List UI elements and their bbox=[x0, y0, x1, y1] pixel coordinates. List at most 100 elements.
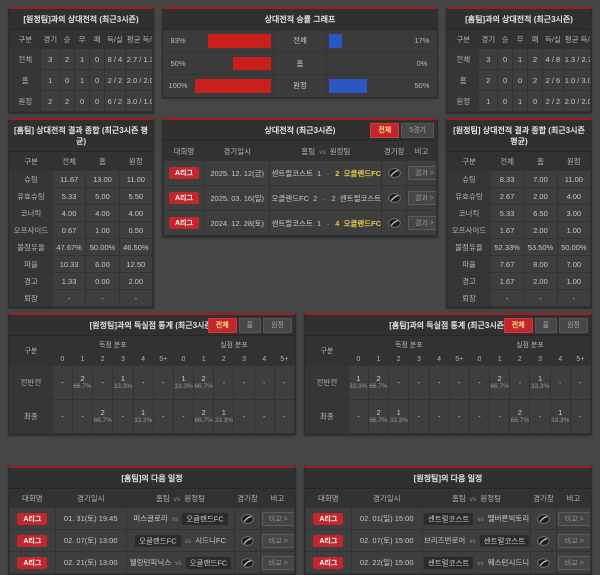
away-win-bar bbox=[329, 79, 367, 93]
col-header: 경기장 bbox=[381, 141, 407, 161]
bin-header: 1 bbox=[71, 352, 94, 366]
col-header: 득/실 bbox=[104, 30, 126, 49]
panel-title: [원정팀]과의 득실점 통계 (최근3시즌) 전체 홈 원정 bbox=[9, 315, 295, 336]
panel-title-text: [원정팀]과의 득실점 통계 (최근3시즌) bbox=[89, 320, 215, 330]
fixture-date: 02. 01(일) 15:00 bbox=[350, 507, 423, 530]
h2h-filter-tabs: 전체 5경기 bbox=[370, 122, 434, 138]
stat-label: 유효슈팅 bbox=[447, 187, 491, 205]
league-cell: A리그 bbox=[9, 507, 56, 530]
row-label: 전반전 bbox=[305, 365, 349, 400]
bin-header: 4 bbox=[428, 352, 450, 366]
stadium-cell bbox=[530, 551, 557, 574]
bin-header: 0 bbox=[172, 352, 195, 366]
cell: 11.00 bbox=[556, 170, 592, 188]
tab-all[interactable]: 전체 bbox=[207, 317, 237, 333]
away-win-pct: 17% bbox=[414, 36, 430, 46]
tab-home[interactable]: 홈 bbox=[238, 317, 262, 333]
row-label: 홈 bbox=[8, 69, 42, 91]
fixture-row: A리그 02. 21(토) 13:00 웰링턴피닉스 vs 오클랜드FC 비교 > bbox=[9, 551, 296, 574]
result-button[interactable]: 결과 > bbox=[407, 166, 436, 180]
cell: 2 bbox=[40, 90, 61, 112]
cell: 1 bbox=[74, 69, 91, 91]
detail-row: [홈팀] 상대전적 결과 종합 (최근3시즌 평균) 구분 전체 홈 원정 슈팅… bbox=[8, 118, 592, 308]
col-header: 구분 bbox=[447, 152, 491, 171]
bin-header: 2 bbox=[509, 352, 531, 366]
home-team-name: 퍼스글로리 bbox=[133, 514, 168, 523]
stat-row: 오프사이드 1.67 2.00 1.00 bbox=[447, 221, 592, 239]
compare-button[interactable]: 비교 > bbox=[557, 533, 590, 548]
tab-all[interactable]: 전체 bbox=[503, 317, 533, 333]
cell: 3.00 bbox=[556, 204, 592, 222]
fixture-row: A리그 01. 31(토) 19:45 퍼스글로리 vs 오클랜드FC 비교 > bbox=[9, 507, 296, 530]
cell: 0 bbox=[89, 90, 106, 112]
dist-cell: - bbox=[468, 365, 491, 400]
col-header: 홈팀 vs 원정팀 bbox=[421, 489, 532, 508]
cell: 5.33 bbox=[489, 204, 525, 222]
tab-last5[interactable]: 5경기 bbox=[401, 122, 434, 138]
dist-cell: 2 66.7% bbox=[92, 399, 114, 434]
tab-away[interactable]: 원정 bbox=[559, 317, 588, 333]
tab-all[interactable]: 전체 bbox=[370, 122, 400, 138]
cell: 8.00 bbox=[523, 255, 558, 273]
cell: 2.0 / 2.0 bbox=[562, 90, 592, 112]
away-bar-track bbox=[329, 34, 405, 48]
cell: 1.3 / 2.7 bbox=[562, 48, 592, 70]
match-cell: 센트럴코스트 1-4 오클랜드FC bbox=[269, 210, 383, 236]
cell: 7.00 bbox=[523, 170, 558, 188]
compare-button[interactable]: 비교 > bbox=[261, 555, 294, 570]
panel-title-text: [홈팀]과의 득실점 통계 (최근3시즌) bbox=[389, 320, 507, 330]
league-badge: A리그 bbox=[169, 192, 199, 204]
bin-header: 0 bbox=[347, 352, 369, 366]
col-header: 무 bbox=[74, 30, 91, 49]
dist-cell: 2 66.7% bbox=[367, 399, 390, 434]
bin-header: 2 bbox=[388, 352, 410, 366]
cell: 1.0 / 3.0 bbox=[562, 69, 592, 91]
dist-cell: - bbox=[233, 365, 255, 400]
away-score: 4 bbox=[335, 218, 340, 228]
goal-distribution-row: [원정팀]과의 득실점 통계 (최근3시즌) 전체 홈 원정 구분 득점 분포 … bbox=[8, 313, 592, 435]
cell: 2.0 / 2.0 bbox=[124, 69, 154, 91]
compare-button[interactable]: 비교 > bbox=[261, 511, 294, 526]
dist-cell: - bbox=[428, 365, 450, 400]
home-team-record-table: 구분 경기 승 무 패 득/실 평균 득/실 전체 3 2 1 0 8 / 4 bbox=[8, 30, 154, 112]
compare-button[interactable]: 비교 > bbox=[557, 511, 590, 526]
tab-home[interactable]: 홈 bbox=[534, 317, 558, 333]
bin-header: 5+ bbox=[273, 352, 296, 366]
dist-cell: - bbox=[388, 365, 410, 400]
stat-row: 볼점유율 52.33% 53.50% 50.00% bbox=[447, 238, 592, 256]
away-bar-track bbox=[329, 79, 405, 93]
cell: 8.33 bbox=[489, 170, 525, 188]
fixture-date: 02. 07(토) 15:00 bbox=[350, 529, 423, 552]
stadium-cell bbox=[234, 529, 261, 552]
panel-title: [홈팀]과의 상대전적 (최근3시즌) bbox=[447, 9, 591, 30]
dist-cell: 2 66.7% bbox=[193, 399, 215, 434]
bin-header: 2 bbox=[92, 352, 114, 366]
cell: 4 / 8 bbox=[542, 48, 564, 70]
home-bar-track bbox=[195, 56, 271, 70]
dist-cell: 1 33.3% bbox=[529, 365, 551, 400]
dist-cell: - bbox=[132, 365, 154, 400]
result-button[interactable]: 결과 > bbox=[407, 191, 436, 205]
cell: 3 bbox=[478, 48, 499, 70]
next-fixtures-row: [홈팀]의 다음 일정 대회명 경기일시 홈팀 vs 원정팀 경기장 비고 A리그 … bbox=[8, 466, 592, 575]
league-badge: A리그 bbox=[169, 217, 199, 229]
table-row: 홈 1 0 1 0 2 / 2 2.0 / 2.0 bbox=[8, 69, 154, 91]
col-header: 비고 bbox=[405, 141, 438, 161]
bin-header: 3 bbox=[233, 352, 255, 366]
stadium-icon bbox=[537, 535, 550, 546]
chart-row: 83% 전체 17% bbox=[163, 30, 437, 53]
stat-label: 볼점유율 bbox=[447, 238, 491, 256]
away-score: 2 bbox=[335, 168, 340, 178]
tab-away[interactable]: 원정 bbox=[263, 317, 292, 333]
home-team-name: 브리즈번로어 bbox=[423, 536, 466, 545]
cell: 1 bbox=[512, 48, 529, 70]
compare-button[interactable]: 비교 > bbox=[557, 555, 590, 570]
stat-label: 파울 bbox=[447, 255, 491, 273]
cell: 5.00 bbox=[85, 187, 120, 205]
result-button[interactable]: 결과 > bbox=[407, 216, 436, 230]
dist-cell: 2 66.7% bbox=[71, 365, 94, 400]
dist-cell: - bbox=[213, 365, 235, 400]
cell: 47.67% bbox=[51, 238, 87, 256]
cell: - bbox=[489, 289, 525, 307]
compare-button[interactable]: 비교 > bbox=[261, 533, 294, 548]
